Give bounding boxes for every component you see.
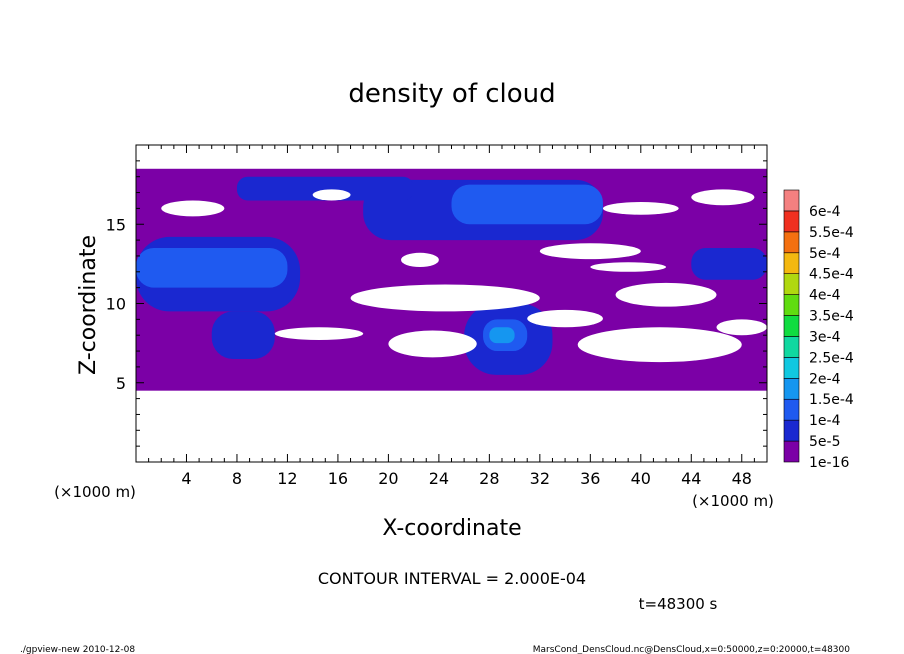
y-tick-label-1: 10 bbox=[106, 295, 126, 314]
colorbar-label-0: 1e-16 bbox=[809, 455, 849, 471]
cloud-layer-1-region-1 bbox=[211, 311, 275, 359]
y-axis-label: Z-coordinate bbox=[76, 235, 101, 375]
clear-gap-10 bbox=[590, 262, 667, 272]
cloud-layer-2-region-0 bbox=[136, 248, 288, 288]
colorbar-label-1: 5e-5 bbox=[809, 434, 840, 450]
clear-gap-6 bbox=[577, 327, 742, 363]
clear-gap-7 bbox=[388, 330, 477, 358]
time-label: t=48300 s bbox=[639, 595, 718, 613]
x-tick-label-4: 20 bbox=[378, 469, 398, 488]
x-unit-label-left: (×1000 m) bbox=[54, 483, 136, 501]
clear-gap-13 bbox=[274, 327, 364, 340]
x-tick-label-6: 28 bbox=[479, 469, 499, 488]
clear-gap-5 bbox=[615, 282, 717, 307]
x-axis-ticks: 4 8 12 16 20 24 28 32 36 40 44 48 bbox=[148, 145, 755, 488]
cloud-layer-1-region-4 bbox=[691, 248, 767, 280]
colorbar-swatch-3 bbox=[783, 378, 800, 400]
clear-gap-11 bbox=[691, 189, 755, 206]
x-unit-label-right: (×1000 m) bbox=[692, 492, 774, 510]
cloud-layer-3-region-0 bbox=[489, 327, 515, 344]
clear-gap-8 bbox=[539, 243, 641, 260]
cloud-layer-2-region-2 bbox=[451, 184, 603, 225]
colorbar-label-10: 5e-4 bbox=[809, 246, 841, 262]
cloud-density-field bbox=[136, 168, 767, 391]
colorbar-swatch-10 bbox=[783, 231, 800, 254]
clear-gap-9 bbox=[716, 319, 767, 336]
chart-title: density of cloud bbox=[348, 79, 555, 109]
x-tick-label-9: 40 bbox=[631, 469, 651, 488]
colorbar-label-5: 2.5e-4 bbox=[809, 350, 854, 366]
y-tick-label-0: 5 bbox=[116, 374, 126, 393]
clear-gap-3 bbox=[350, 284, 540, 312]
x-tick-label-1: 8 bbox=[232, 469, 242, 488]
colorbar-label-3: 1.5e-4 bbox=[809, 392, 854, 408]
colorbar-swatch-0 bbox=[783, 440, 800, 463]
colorbar-label-6: 3e-4 bbox=[809, 329, 841, 345]
colorbar-label-11: 5.5e-4 bbox=[809, 225, 854, 241]
colorbar-swatch-8 bbox=[783, 273, 800, 295]
colorbar-swatch-12 bbox=[783, 189, 800, 212]
colorbar-swatch-1 bbox=[783, 419, 800, 442]
x-tick-label-3: 16 bbox=[328, 469, 348, 488]
contour-interval-text: CONTOUR INTERVAL = 2.000E-04 bbox=[318, 569, 586, 588]
cloud-layer-1-region-5 bbox=[236, 176, 414, 201]
colorbar-label-2: 1e-4 bbox=[809, 413, 841, 429]
colorbar-swatch-7 bbox=[783, 294, 800, 316]
colorbar-swatch-5 bbox=[783, 336, 800, 358]
clear-gap-0 bbox=[161, 200, 225, 217]
colorbar-label-7: 3.5e-4 bbox=[809, 309, 854, 325]
colorbar-swatch-4 bbox=[783, 357, 800, 379]
footer-right-text: MarsCond_DensCloud.nc@DensCloud,x=0:5000… bbox=[533, 645, 850, 654]
colorbar: 1e-16 5e-5 1e-4 1.5e-4 2e-4 2.5e-4 3e-4 3.5e-4 4… bbox=[783, 189, 854, 471]
x-tick-label-2: 12 bbox=[277, 469, 297, 488]
clear-gap-2 bbox=[401, 252, 439, 268]
x-tick-label-8: 36 bbox=[580, 469, 600, 488]
x-tick-label-11: 48 bbox=[732, 469, 752, 488]
x-axis-label: X-coordinate bbox=[382, 516, 521, 541]
colorbar-swatch-9 bbox=[783, 252, 800, 274]
clear-gap-4 bbox=[527, 309, 603, 328]
y-tick-label-2: 15 bbox=[106, 215, 126, 234]
colorbar-label-12: 6e-4 bbox=[809, 204, 841, 220]
y-axis-ticks: 5 10 15 bbox=[106, 160, 767, 447]
x-tick-label-0: 4 bbox=[181, 469, 191, 488]
x-tick-label-10: 44 bbox=[681, 469, 701, 488]
colorbar-swatch-11 bbox=[783, 210, 800, 233]
colorbar-label-8: 4e-4 bbox=[809, 288, 841, 304]
clear-gap-12 bbox=[602, 202, 679, 215]
colorbar-label-9: 4.5e-4 bbox=[809, 267, 854, 283]
footer-left-text: ./gpview-new 2010-12-08 bbox=[20, 645, 135, 654]
colorbar-label-4: 2e-4 bbox=[809, 371, 841, 387]
colorbar-swatch-6 bbox=[783, 315, 800, 337]
colorbar-swatch-2 bbox=[783, 398, 800, 421]
x-tick-label-5: 24 bbox=[429, 469, 449, 488]
clear-gap-1 bbox=[312, 189, 351, 201]
x-tick-label-7: 32 bbox=[530, 469, 550, 488]
